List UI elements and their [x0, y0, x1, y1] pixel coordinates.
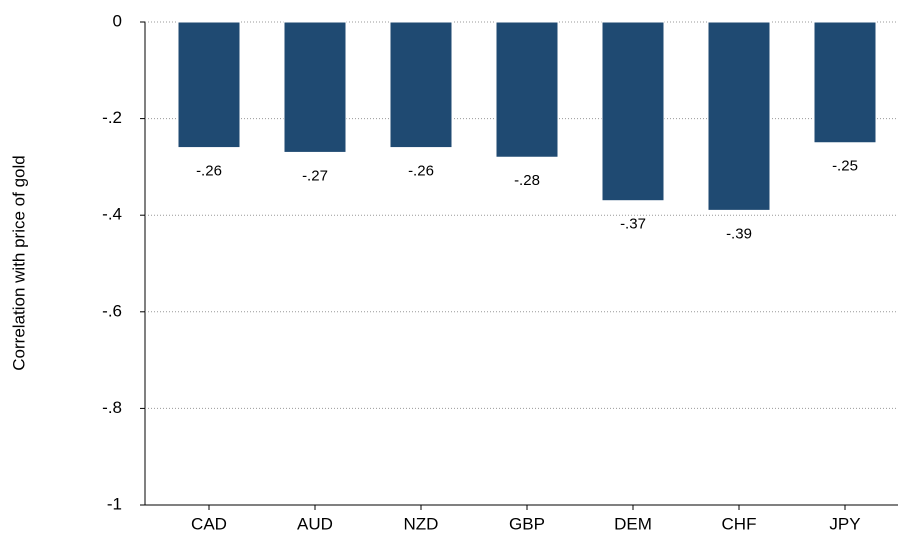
bar	[707, 21, 771, 211]
data-label: -.26	[196, 163, 222, 180]
bar	[495, 21, 559, 158]
y-axis-label: Correlation with price of gold	[9, 155, 28, 370]
y-tick-label: -.2	[102, 108, 122, 127]
data-label: -.28	[514, 172, 540, 189]
x-tick-label: AUD	[297, 514, 333, 533]
bar	[389, 21, 453, 149]
bar	[813, 21, 877, 144]
x-tick-label: GBP	[509, 514, 545, 533]
data-label: -.39	[726, 225, 752, 242]
y-tick-label: -.4	[102, 205, 122, 224]
bar	[177, 21, 241, 149]
bar	[283, 21, 347, 153]
data-label: -.37	[620, 216, 646, 233]
y-tick-label: -.6	[102, 301, 122, 320]
data-label: -.26	[408, 163, 434, 180]
data-label: -.25	[832, 158, 858, 175]
x-tick-label: DEM	[614, 514, 652, 533]
x-tick-label: NZD	[404, 514, 439, 533]
y-tick-label: -.8	[102, 398, 122, 417]
x-tick-label: CHF	[722, 514, 757, 533]
x-tick-label: JPY	[829, 514, 860, 533]
x-tick-label: CAD	[191, 514, 227, 533]
bar	[601, 21, 665, 202]
y-tick-label: 0	[113, 11, 122, 30]
data-label: -.27	[302, 167, 328, 184]
y-tick-label: -1	[107, 494, 122, 513]
